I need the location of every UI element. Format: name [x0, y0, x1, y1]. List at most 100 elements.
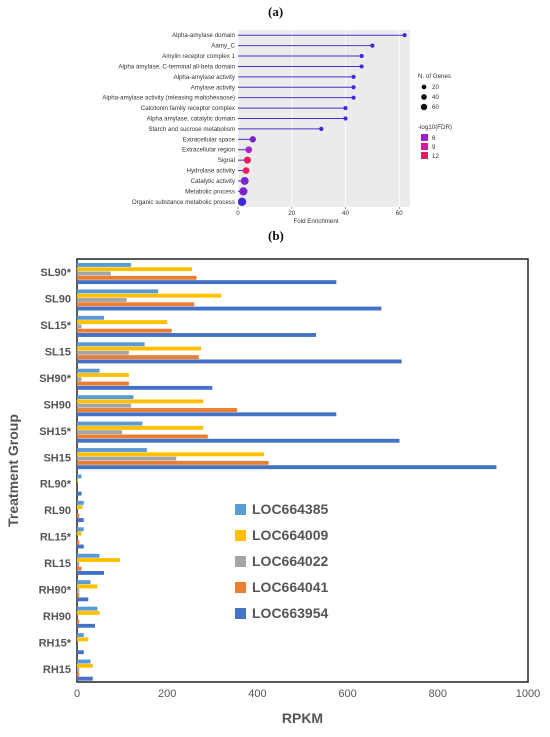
- bar-loc663954: [77, 518, 84, 523]
- bar-loc664385: [77, 659, 91, 664]
- bar-loc663954: [77, 280, 337, 285]
- enrichment-dot: [351, 85, 356, 90]
- bar-loc663954: [77, 491, 82, 496]
- bar-loc664041: [77, 672, 80, 677]
- bar-loc664041: [77, 434, 208, 439]
- bar-loc664041: [77, 355, 199, 360]
- bar-loc664385: [77, 527, 84, 532]
- x-tick-label: 800: [429, 688, 447, 700]
- legend-label-loc664041: LOC664041: [252, 579, 328, 595]
- y-tick-label: RL90*: [40, 479, 72, 491]
- legend-color-swatch: [421, 134, 428, 141]
- enrichment-dot: [240, 177, 249, 185]
- bar-loc664385: [77, 368, 100, 373]
- x-tick-label: 40: [342, 210, 349, 217]
- bar-loc663954: [77, 676, 93, 681]
- enrichment-dot: [242, 167, 250, 174]
- bar-loc663954: [77, 412, 337, 417]
- x-tick-label: 200: [158, 688, 176, 700]
- panel-b-label: (b): [268, 228, 284, 243]
- enrichment-dot: [370, 43, 375, 48]
- legend-label-loc664385: LOC664385: [252, 501, 328, 517]
- bar-loc663954: [77, 650, 84, 655]
- y-tick-label: SH90: [43, 399, 71, 411]
- bar-loc663954: [77, 597, 89, 602]
- legend-label-loc663954: LOC663954: [252, 605, 328, 621]
- bar-loc664385: [77, 553, 100, 558]
- x-tick-label: 1000: [516, 688, 540, 700]
- bar-loc664041: [77, 593, 80, 598]
- bar-loc664022: [77, 588, 80, 593]
- bar-loc664041: [77, 540, 80, 545]
- x-axis-title: RPKM: [282, 710, 323, 726]
- bar-loc664385: [77, 289, 159, 294]
- x-tick-label: 0: [236, 210, 240, 217]
- legend-swatch-loc664385: [235, 504, 246, 515]
- bar-loc663954: [77, 333, 317, 337]
- bar-loc664022: [77, 430, 123, 435]
- bar-loc664009: [77, 610, 100, 615]
- bar-loc664009: [77, 267, 193, 272]
- bar-loc663954: [77, 544, 84, 549]
- legend-swatch-loc664022: [235, 556, 246, 567]
- bar-loc664022: [77, 324, 82, 329]
- bar-loc664385: [77, 500, 84, 505]
- y-tick-label: RH15*: [39, 637, 72, 649]
- x-tick-label: 20: [288, 210, 295, 217]
- x-tick-label: 0: [74, 688, 80, 700]
- bar-loc664385: [77, 448, 147, 452]
- bar-loc664022: [77, 456, 177, 461]
- enrichment-dot: [319, 126, 324, 132]
- y-tick-label: RL90: [44, 505, 71, 517]
- legend-size-dot: [421, 84, 427, 90]
- y-tick-label: SL90: [45, 294, 71, 306]
- x-tick-label: 60: [396, 210, 403, 217]
- bar-loc664009: [77, 425, 204, 430]
- category-label: Metabolic process: [185, 188, 235, 195]
- bar-loc664041: [77, 275, 197, 280]
- legend-size-dot: [420, 103, 428, 111]
- enrichment-dot: [359, 64, 364, 69]
- legend-size-label: 40: [432, 94, 439, 101]
- bar-loc664385: [77, 315, 105, 320]
- bar-loc664022: [77, 403, 132, 408]
- y-tick-label: RL15: [44, 558, 71, 570]
- bar-loc664041: [77, 302, 195, 307]
- bar-loc664022: [77, 350, 129, 355]
- bar-loc664009: [77, 373, 129, 377]
- category-label: Calcitonin family receptor complex: [141, 105, 236, 112]
- y-tick-label: RH90: [43, 611, 71, 623]
- legend-size-dot: [421, 94, 427, 100]
- bar-loc664041: [77, 408, 238, 412]
- bar-loc664385: [77, 606, 98, 611]
- legend-swatch-loc664009: [235, 530, 246, 541]
- legend-swatch-loc664041: [235, 582, 246, 593]
- bar-loc664385: [77, 474, 82, 479]
- legend-color-swatch: [421, 143, 428, 150]
- enrichment-dot: [351, 95, 356, 100]
- bar-loc664385: [77, 633, 84, 637]
- bar-loc664385: [77, 395, 134, 400]
- bar-loc664041: [77, 566, 82, 571]
- bar-loc663954: [77, 385, 213, 390]
- bar-loc663954: [77, 359, 402, 364]
- bar-loc664022: [77, 271, 111, 276]
- bar-loc664041: [77, 619, 80, 624]
- bar-loc664009: [77, 293, 222, 298]
- bar-loc664009: [77, 584, 98, 589]
- bar-loc663954: [77, 465, 497, 470]
- category-label: Hydrolase activity: [187, 168, 236, 175]
- category-label: Alpha amylase, C-terminal all-beta domai…: [118, 63, 235, 70]
- y-tick-label: SL15: [45, 347, 71, 359]
- bar-loc664009: [77, 478, 78, 483]
- legend-swatch-loc663954: [235, 608, 246, 619]
- category-label: Extracellular region: [182, 147, 236, 154]
- bar-loc664009: [77, 663, 93, 668]
- legend-label-loc664022: LOC664022: [252, 553, 328, 569]
- plot-frame: [76, 258, 529, 683]
- category-label: Alpha-amylase domain: [172, 32, 235, 39]
- legend-size-label: 20: [432, 84, 439, 91]
- panel-a-label: (a): [268, 4, 284, 19]
- bar-loc664009: [77, 452, 265, 457]
